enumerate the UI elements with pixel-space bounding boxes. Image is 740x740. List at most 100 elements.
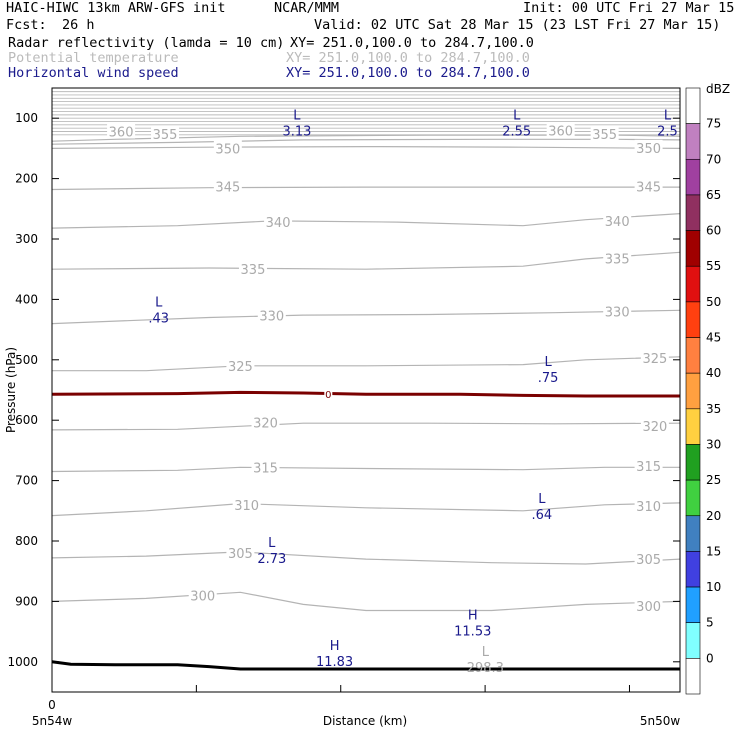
wind-extremum-value: .64 [531,508,552,523]
theta-label: 345 [215,180,240,195]
wind-extremum-marker: L [513,108,521,123]
theta-label-bg [634,551,663,567]
org-label: NCAR/MMM [274,0,340,16]
y-tick-label: 400 [15,292,38,306]
colorbar-level-label: 0 [706,651,714,665]
theta-label: 325 [642,352,667,367]
colorbar-level-label: 15 [706,544,721,558]
theta-label: 310 [234,499,259,514]
theta-label-bg [213,178,242,194]
wind-extremum-value: .43 [148,312,169,327]
plot-frame [51,87,681,693]
theta-contour-310 [51,502,681,517]
colorbar-level-label: 25 [706,473,721,487]
theta-label: 355 [592,128,617,143]
colorbar-swatch [685,265,701,303]
theta-label-bg [226,545,255,561]
theta-label-bg [257,307,286,323]
y-tick-label: 1000 [7,655,38,669]
theta-extremum-marker: L [482,645,490,660]
wind-extremum-marker: H [330,639,340,654]
colorbar-swatch [685,444,701,481]
colorbar-swatch [685,479,701,517]
theta-label-bg [634,458,663,474]
x-start-label: 5n54w [32,714,73,728]
colorbar-level-label: 35 [706,402,721,416]
colorbar-swatch [685,586,701,624]
wind-extremum-value: 11.83 [316,655,353,670]
theta-label: 335 [605,252,630,267]
forecast-value: 26 h [62,17,95,33]
theta-contour-320 [51,422,681,431]
colorbar-level-label: 45 [706,331,721,345]
x-end-label: 5n50w [640,714,681,728]
colorbar-swatch [685,194,701,231]
theta-label-bg [232,496,261,512]
colorbar-level-label: 65 [706,188,721,202]
colorbar-level-label: 5 [706,616,714,630]
colorbar-swatch [685,158,701,196]
colorbar-level-label: 55 [706,259,721,273]
theta-label-bg [634,139,663,155]
y-tick-label: 600 [15,413,38,427]
theta-label-bg [590,125,619,141]
colorbar-swatch [685,230,701,267]
model-title: HAIC-HIWC 13km ARW-GFS init [6,0,226,16]
wind-extremum-value: 2.5 [657,124,678,139]
theta-contour-325 [52,356,681,372]
theta-contour-350 [51,145,681,149]
theta-label: 320 [642,420,667,435]
theta-label-bg [634,497,663,513]
theta-extremum-value: 298.3 [467,661,504,676]
theta-label-bg [251,459,280,475]
colorbar-swatch [685,337,701,374]
colorbar-level-label: 40 [706,366,721,380]
theta-label-bg [603,250,632,266]
terrain-line [51,660,680,671]
y-tick-label: 300 [15,232,38,246]
theta-label: 355 [153,128,178,143]
wind-extremum-value: 3.13 [282,124,311,139]
field-reflectivity-xy: XY= 251.0,100.0 to 284.7,100.0 [290,35,534,51]
wind-extremum-value: 11.53 [454,625,491,640]
wind-extremum-value: 2.73 [257,552,286,567]
colorbar-swatch [685,658,701,695]
wind-extremum-value: .75 [538,371,559,386]
colorbar-title: dBZ [706,82,730,96]
theta-contour-345 [51,186,680,191]
colorbar-level-label: 20 [706,509,721,523]
forecast-label: Fcst: [6,17,47,33]
theta-label-bg [226,357,255,373]
colorbar-swatch [685,301,701,338]
y-axis-title: Pressure (hPa) [4,347,18,433]
theta-label: 310 [636,500,661,515]
theta-contour-315 [51,466,680,473]
theta-label: 340 [266,216,291,231]
theta-label-bg [251,414,280,430]
theta-label: 360 [109,125,134,140]
y-tick-label: 800 [15,534,38,548]
theta-contour-300 [51,591,681,612]
theta-contour-360 [51,134,681,142]
theta-label: 305 [636,553,661,568]
theta-label: 350 [215,142,240,157]
theta-contour-305 [51,551,681,565]
colorbar-swatch [685,515,701,552]
theta-contour-340 [51,213,681,229]
colorbar-swatch [685,551,701,588]
y-tick-label: 200 [15,172,38,186]
field-reflectivity-name: Radar reflectivity (lamda = 10 cm) [8,35,285,51]
valid-time: Valid: 02 UTC Sat 28 Mar 15 (23 LST Fri … [314,17,721,33]
freezing-level-label: 0 [325,390,331,401]
wind-extremum-marker: L [293,108,301,123]
theta-contour-335 [51,251,681,270]
theta-label: 300 [190,589,215,604]
theta-label-bg [640,349,669,365]
theta-label-bg [151,125,180,141]
theta-label-bg [634,598,663,614]
theta-contour-355 [51,138,681,145]
colorbar-level-label: 70 [706,152,721,166]
x-zero-label: 0 [48,698,56,712]
y-tick-label: 700 [15,474,38,488]
theta-label: 330 [605,305,630,320]
